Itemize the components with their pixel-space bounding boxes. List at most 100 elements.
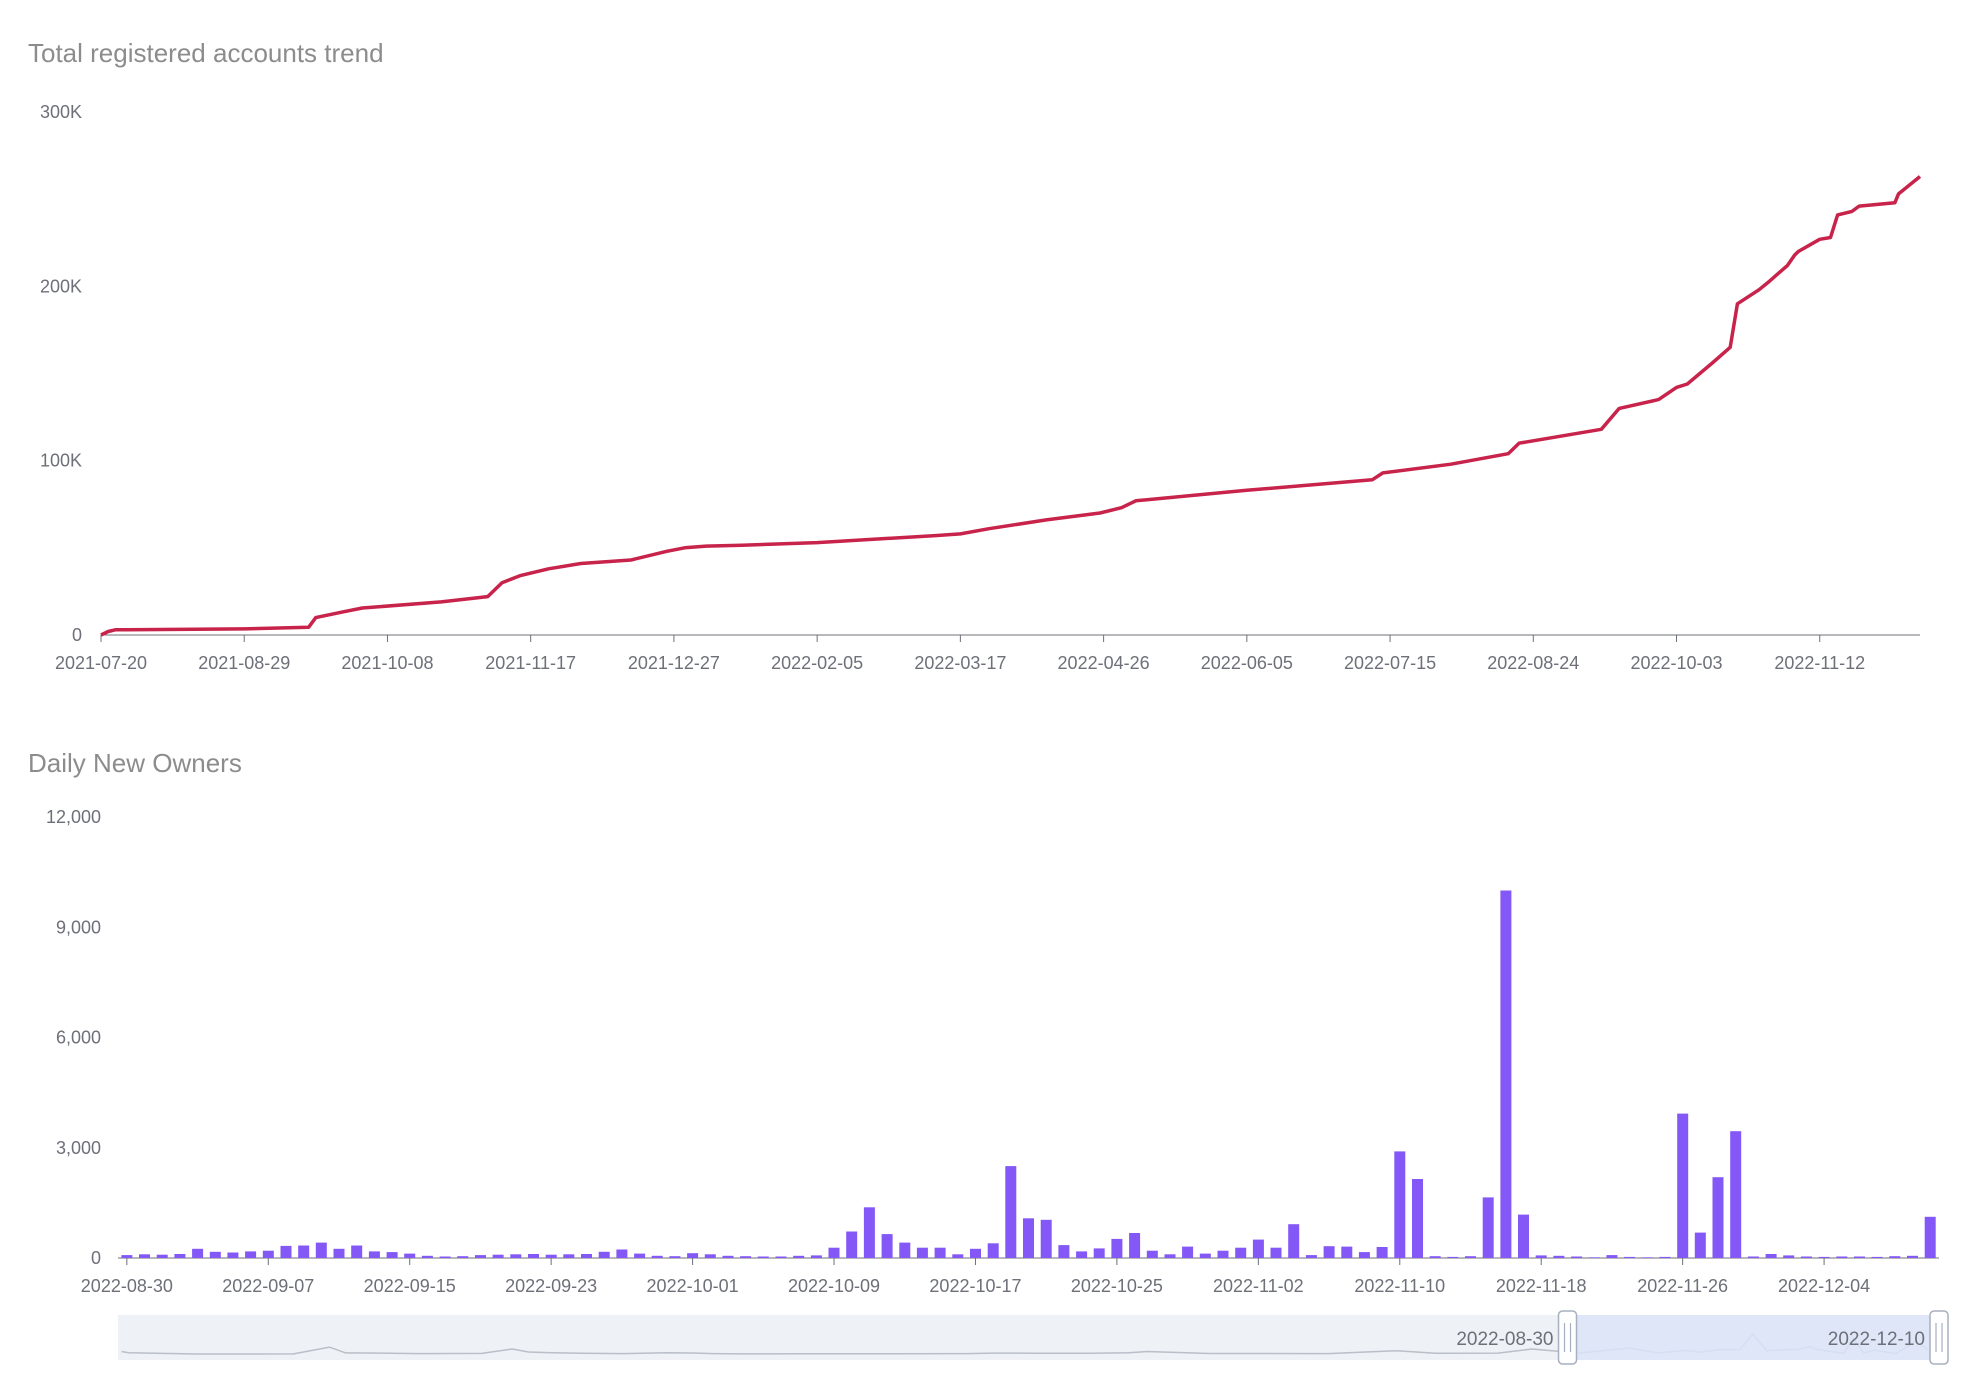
bar: [1465, 1256, 1476, 1258]
bar: [1783, 1255, 1795, 1258]
bar: [598, 1251, 610, 1258]
x-tick-label: 2022-09-15: [364, 1276, 456, 1296]
zoom-handle-end[interactable]: [1929, 1310, 1949, 1365]
bar: [1482, 1197, 1494, 1258]
bar: [1818, 1256, 1830, 1258]
x-tick-label: 2022-10-17: [929, 1276, 1021, 1296]
zoom-handle-start[interactable]: [1557, 1310, 1578, 1365]
bar: [987, 1243, 999, 1258]
bar: [899, 1242, 911, 1258]
bar: [439, 1256, 451, 1258]
bar: [1659, 1256, 1671, 1258]
bar: [528, 1254, 539, 1258]
bar: [828, 1247, 840, 1258]
x-tick-label: 2022-07-15: [1344, 653, 1436, 673]
x-tick-label: 2022-11-12: [1774, 653, 1865, 673]
x-tick-label: 2022-10-09: [788, 1276, 880, 1296]
bar: [1182, 1246, 1194, 1258]
bar: [1836, 1256, 1848, 1258]
bar: [970, 1248, 981, 1258]
bar: [1571, 1256, 1583, 1258]
bar: [1641, 1257, 1653, 1258]
zoom-handle-body[interactable]: [1929, 1310, 1949, 1365]
bar: [492, 1254, 504, 1258]
x-tick-label: 2022-09-23: [505, 1276, 597, 1296]
bar: [1323, 1246, 1335, 1258]
bar: [1535, 1255, 1547, 1258]
bar: [1288, 1224, 1300, 1258]
bar: [174, 1254, 186, 1258]
chart-title-total-accounts: Total registered accounts trend: [28, 38, 384, 68]
bar: [1058, 1245, 1070, 1258]
bar: [1889, 1256, 1901, 1258]
bar: [1093, 1248, 1105, 1258]
x-tick-label: 2021-12-27: [628, 653, 720, 673]
bar: [669, 1256, 681, 1258]
bar: [1765, 1254, 1777, 1258]
bar: [1217, 1250, 1229, 1258]
x-tick-label: 2022-08-24: [1487, 653, 1579, 673]
bar: [740, 1256, 752, 1258]
chart-title-daily-new-owners: Daily New Owners: [28, 748, 242, 778]
x-tick-label: 2022-12-04: [1778, 1276, 1870, 1296]
bar: [192, 1248, 204, 1258]
bar: [1235, 1247, 1247, 1258]
bar: [1146, 1250, 1158, 1258]
y-tick-label: 9,000: [56, 917, 101, 937]
bar: [952, 1254, 964, 1258]
x-tick-label: 2022-10-03: [1630, 653, 1722, 673]
bar: [1164, 1254, 1176, 1258]
bar: [1518, 1214, 1529, 1258]
bar: [916, 1247, 928, 1258]
bar: [1305, 1255, 1317, 1258]
bar: [156, 1254, 168, 1258]
bar: [1252, 1239, 1264, 1258]
bar: [563, 1254, 575, 1258]
zoom-handle-body[interactable]: [1557, 1310, 1578, 1365]
y-tick-label: 300K: [40, 102, 82, 122]
bar: [1747, 1256, 1759, 1258]
bar: [1199, 1253, 1211, 1258]
bar: [510, 1254, 522, 1258]
zoom-start-label: 2022-08-30: [1456, 1329, 1553, 1350]
y-tick-label: 0: [72, 625, 82, 645]
bar: [1341, 1246, 1353, 1258]
bar: [1907, 1255, 1918, 1258]
bar: [1871, 1256, 1883, 1258]
bar: [581, 1254, 592, 1258]
bar: [404, 1253, 416, 1258]
bar: [1694, 1232, 1706, 1258]
x-tick-label: 2021-10-08: [341, 653, 433, 673]
bar: [1429, 1256, 1441, 1258]
bar: [1800, 1256, 1812, 1258]
bar: [1005, 1166, 1017, 1258]
x-tick-label: 2022-10-01: [647, 1276, 739, 1296]
x-tick-label: 2022-11-02: [1213, 1276, 1304, 1296]
bar: [1040, 1219, 1052, 1258]
bar: [1588, 1257, 1600, 1258]
x-tick-label: 2021-08-29: [198, 653, 290, 673]
zoom-selected-range[interactable]: [1567, 1315, 1939, 1360]
x-tick-label: 2022-08-30: [81, 1276, 173, 1296]
bar: [298, 1245, 310, 1258]
bar: [421, 1255, 433, 1258]
y-tick-label: 100K: [40, 451, 82, 471]
bar: [651, 1255, 663, 1258]
x-tick-label: 2021-11-17: [485, 653, 576, 673]
bar: [1606, 1255, 1618, 1258]
x-tick-label: 2022-11-26: [1637, 1276, 1728, 1296]
x-tick-label: 2022-09-07: [222, 1276, 314, 1296]
bar: [1129, 1233, 1141, 1258]
bar: [793, 1255, 805, 1258]
bar: [457, 1256, 469, 1258]
bar: [1376, 1247, 1388, 1258]
bar: [351, 1245, 363, 1258]
bar: [757, 1256, 769, 1258]
bar: [616, 1249, 628, 1258]
data-zoom-slider[interactable]: 2022-08-30 2022-12-10: [118, 1310, 1949, 1365]
bar: [1111, 1238, 1123, 1258]
series-line-total-accounts: [100, 175, 1922, 637]
bar: [1076, 1251, 1088, 1258]
y-tick-label: 12,000: [46, 807, 101, 827]
bar: [245, 1251, 257, 1258]
